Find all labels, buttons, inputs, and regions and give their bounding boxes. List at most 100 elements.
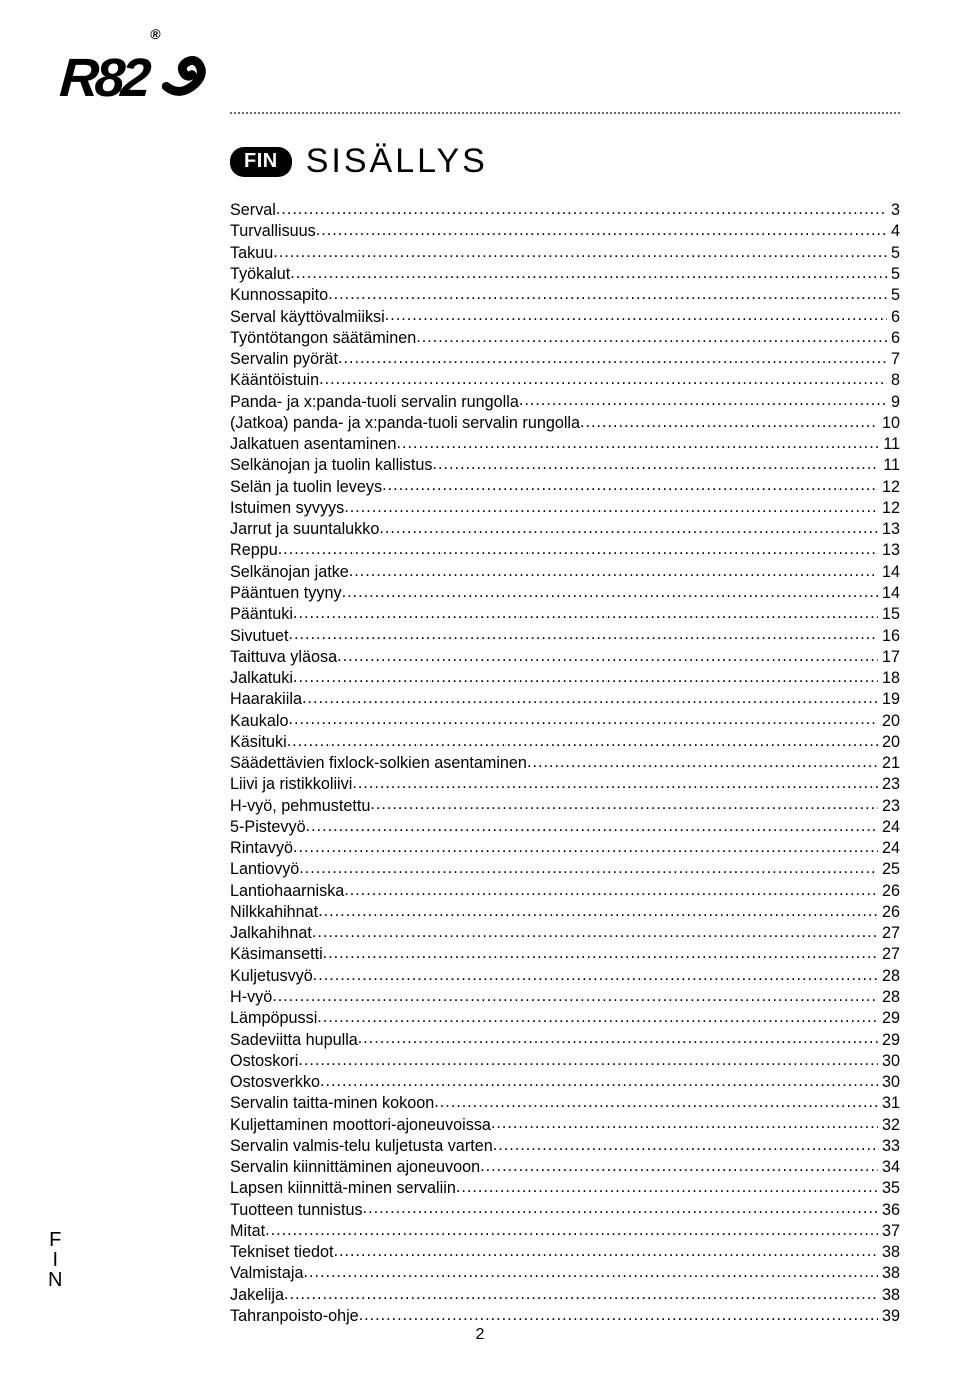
toc-row: Lantiovyö 25 xyxy=(230,858,900,879)
toc-row: Serval 3 xyxy=(230,199,900,220)
toc-page: 7 xyxy=(887,349,900,369)
toc-row: Ostoskori 30 xyxy=(230,1050,900,1071)
toc-dots xyxy=(284,1284,878,1300)
toc-row: Selän ja tuolin leveys 12 xyxy=(230,475,900,496)
toc-dots xyxy=(303,1262,878,1278)
toc-page: 20 xyxy=(878,711,900,731)
toc-dots xyxy=(480,1156,878,1172)
toc-label: Lantiovyö xyxy=(230,859,299,879)
toc-label: Valmistaja xyxy=(230,1263,303,1283)
toc-dots xyxy=(293,667,878,683)
toc-row: Serval käyttövalmiiksi 6 xyxy=(230,305,900,326)
toc-dots xyxy=(352,773,878,789)
toc-page: 36 xyxy=(878,1200,900,1220)
toc-dots xyxy=(359,1305,878,1321)
toc-page: 29 xyxy=(878,1008,900,1028)
side-tab-char: N xyxy=(48,1270,62,1290)
toc-dots xyxy=(289,624,878,640)
toc-page: 23 xyxy=(878,796,900,816)
toc-page: 34 xyxy=(878,1157,900,1177)
toc-label: Kaukalo xyxy=(230,711,289,731)
toc-page: 15 xyxy=(878,604,900,624)
toc-dots xyxy=(379,518,878,534)
toc-dots xyxy=(276,199,887,215)
toc-dots xyxy=(312,922,878,938)
toc-page: 24 xyxy=(878,817,900,837)
toc-dots xyxy=(313,965,878,981)
toc-dots xyxy=(344,497,878,513)
toc-page: 16 xyxy=(878,626,900,646)
toc-dots xyxy=(434,1092,878,1108)
toc-label: Työntötangon säätäminen xyxy=(230,328,416,348)
toc-dots xyxy=(289,709,878,725)
toc-row: Servalin taitta-minen kokoon 31 xyxy=(230,1092,900,1113)
toc-page: 20 xyxy=(878,732,900,752)
toc-label: Sadeviitta hupulla xyxy=(230,1030,358,1050)
toc-label: Liivi ja ristikkoliivi xyxy=(230,774,352,794)
toc-label: Kuljettaminen moottori-ajoneuvoissa xyxy=(230,1115,491,1135)
toc-label: Kunnossapito xyxy=(230,285,328,305)
toc-label: Jakelija xyxy=(230,1285,284,1305)
toc-page: 33 xyxy=(878,1136,900,1156)
toc-label: Takuu xyxy=(230,243,273,263)
toc-label: Selkänojan ja tuolin kallistus xyxy=(230,455,432,475)
toc-dots xyxy=(338,348,887,364)
toc-row: Jalkatuki 18 xyxy=(230,667,900,688)
toc-page: 27 xyxy=(878,944,900,964)
toc-label: Jalkatuki xyxy=(230,668,293,688)
toc-dots xyxy=(491,1113,878,1129)
toc-page: 14 xyxy=(878,562,900,582)
toc-dots xyxy=(396,433,879,449)
toc-row: Liivi ja ristikkoliivi 23 xyxy=(230,773,900,794)
toc-row: Valmistaja 38 xyxy=(230,1262,900,1283)
toc-page: 14 xyxy=(878,583,900,603)
toc-dots xyxy=(493,1135,878,1151)
toc-row: Servalin valmis-telu kuljetusta varten 3… xyxy=(230,1135,900,1156)
content-area: FIN SISÄLLYS Serval 3Turvallisuus 4Takuu… xyxy=(230,142,900,1326)
registered-mark: ® xyxy=(150,26,157,42)
toc-label: Työkalut xyxy=(230,264,290,284)
toc-dots xyxy=(432,454,879,470)
toc-label: Servalin pyörät xyxy=(230,349,338,369)
toc-dots xyxy=(287,731,878,747)
toc-label: Taittuva yläosa xyxy=(230,647,337,667)
toc-row: Tahranpoisto-ohje 39 xyxy=(230,1305,900,1326)
toc-label: H-vyö, pehmustettu xyxy=(230,796,370,816)
toc-label: Serval käyttövalmiiksi xyxy=(230,307,385,327)
toc-dots xyxy=(317,1007,878,1023)
toc-dots xyxy=(349,561,878,577)
toc-page: 26 xyxy=(878,902,900,922)
toc-label: H-vyö xyxy=(230,987,272,1007)
toc-dots xyxy=(290,263,887,279)
toc-label: Rintavyö xyxy=(230,838,293,858)
toc-row: Säädettävien fixlock-solkien asentaminen… xyxy=(230,752,900,773)
toc-dots xyxy=(456,1177,878,1193)
toc-row: Takuu 5 xyxy=(230,242,900,263)
toc-label: Panda- ja x:panda-tuoli servalin rungoll… xyxy=(230,392,519,412)
logo-text: R82® xyxy=(58,51,155,105)
toc-row: Kaukalo 20 xyxy=(230,709,900,730)
toc-row: Istuimen syvyys 12 xyxy=(230,497,900,518)
toc-page: 35 xyxy=(878,1178,900,1198)
toc-page: 38 xyxy=(878,1242,900,1262)
toc-label: Servalin valmis-telu kuljetusta varten xyxy=(230,1136,493,1156)
toc-label: Lantiohaarniska xyxy=(230,881,344,901)
title-row: FIN SISÄLLYS xyxy=(230,142,900,181)
toc-page: 12 xyxy=(878,477,900,497)
toc-label: Tekniset tiedot xyxy=(230,1242,333,1262)
toc-row: Jalkahihnat 27 xyxy=(230,922,900,943)
toc-page: 28 xyxy=(878,987,900,1007)
logo-letters: R82 xyxy=(58,48,149,108)
toc-row: Lapsen kiinnittä-minen servaliin 35 xyxy=(230,1177,900,1198)
toc-page: 39 xyxy=(878,1306,900,1326)
toc-dots xyxy=(382,475,878,491)
toc-dots xyxy=(299,858,878,874)
toc-page: 3 xyxy=(887,200,900,220)
toc-label: Jalkahihnat xyxy=(230,923,312,943)
toc-page: 11 xyxy=(879,455,900,475)
toc-row: Turvallisuus 4 xyxy=(230,220,900,241)
toc-row: Selkänojan ja tuolin kallistus 11 xyxy=(230,454,900,475)
toc-label: Säädettävien fixlock-solkien asentaminen xyxy=(230,753,527,773)
toc-dots xyxy=(370,794,878,810)
toc-label: Haarakiila xyxy=(230,689,302,709)
